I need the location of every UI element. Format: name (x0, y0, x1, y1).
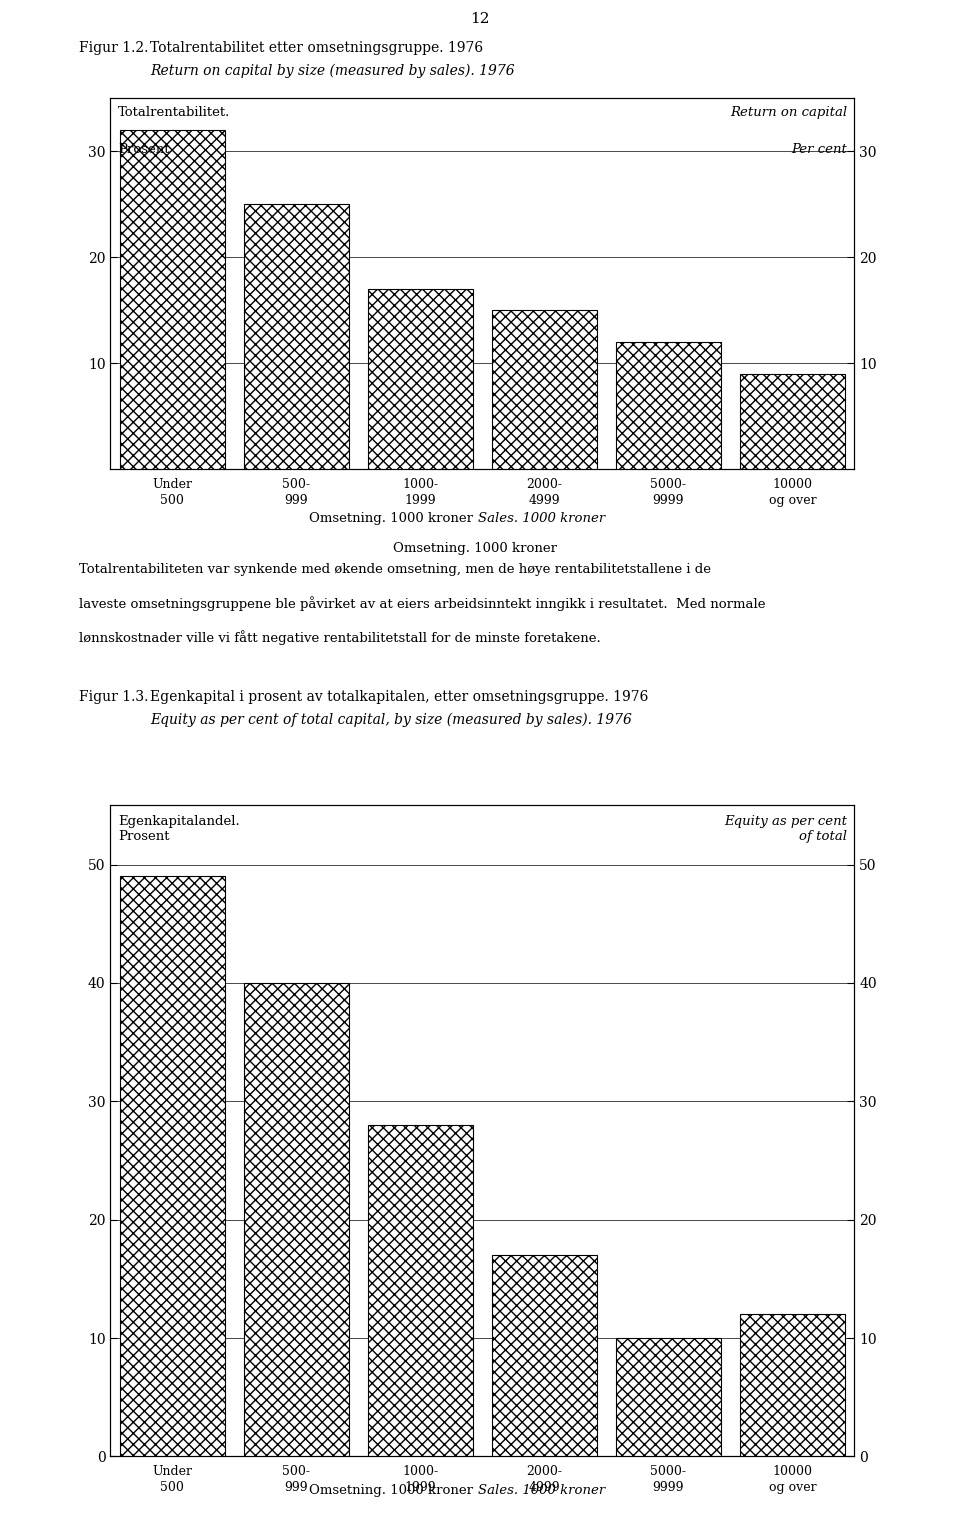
Text: 12: 12 (470, 12, 490, 26)
Text: Equity as per cent of total capital, by size (measured by sales). 1976: Equity as per cent of total capital, by … (150, 713, 632, 728)
Text: Prosent: Prosent (118, 142, 169, 156)
Bar (615, 1338, 721, 1456)
Text: Equity as per cent: Equity as per cent (724, 815, 847, 828)
Text: Totalrentabilitet.: Totalrentabilitet. (118, 106, 230, 118)
Bar (120, 877, 225, 1456)
Bar (244, 204, 349, 469)
Text: laveste omsetningsgruppene ble påvirket av at eiers arbeidsinntekt inngikk i res: laveste omsetningsgruppene ble påvirket … (79, 597, 765, 612)
Text: Egenkapitalandel.: Egenkapitalandel. (118, 815, 240, 828)
Text: Figur 1.2.: Figur 1.2. (79, 41, 148, 55)
Text: Per cent: Per cent (791, 142, 847, 156)
Text: Egenkapital i prosent av totalkapitalen, etter omsetningsgruppe. 1976: Egenkapital i prosent av totalkapitalen,… (150, 690, 648, 704)
Bar (492, 1255, 597, 1456)
Text: Sales. 1000 kroner: Sales. 1000 kroner (478, 512, 605, 525)
Text: Omsetning. 1000 kroner: Omsetning. 1000 kroner (309, 512, 478, 525)
Text: Sales. 1000 kroner: Sales. 1000 kroner (478, 1484, 605, 1497)
Text: Omsetning. 1000 kroner: Omsetning. 1000 kroner (394, 542, 562, 554)
Bar (120, 130, 225, 469)
Text: Totalrentabilitet etter omsetningsgruppe. 1976: Totalrentabilitet etter omsetningsgruppe… (150, 41, 483, 55)
Text: of total: of total (799, 830, 847, 842)
Bar (244, 983, 349, 1456)
Bar (492, 310, 597, 469)
Text: Omsetning. 1000 kroner: Omsetning. 1000 kroner (309, 1484, 478, 1497)
Bar (368, 289, 473, 469)
Bar (615, 342, 721, 469)
Text: Prosent: Prosent (118, 830, 169, 842)
Bar (740, 374, 845, 469)
Text: Return on capital: Return on capital (730, 106, 847, 118)
Bar (368, 1125, 473, 1456)
Text: Return on capital by size (measured by sales). 1976: Return on capital by size (measured by s… (150, 64, 515, 79)
Text: Totalrentabiliteten var synkende med økende omsetning, men de høye rentabilitets: Totalrentabiliteten var synkende med øke… (79, 563, 710, 577)
Text: Figur 1.3.: Figur 1.3. (79, 690, 148, 704)
Bar (740, 1314, 845, 1456)
Text: lønnskostnader ville vi fått negative rentabilitetstall for de minste foretakene: lønnskostnader ville vi fått negative re… (79, 630, 600, 645)
